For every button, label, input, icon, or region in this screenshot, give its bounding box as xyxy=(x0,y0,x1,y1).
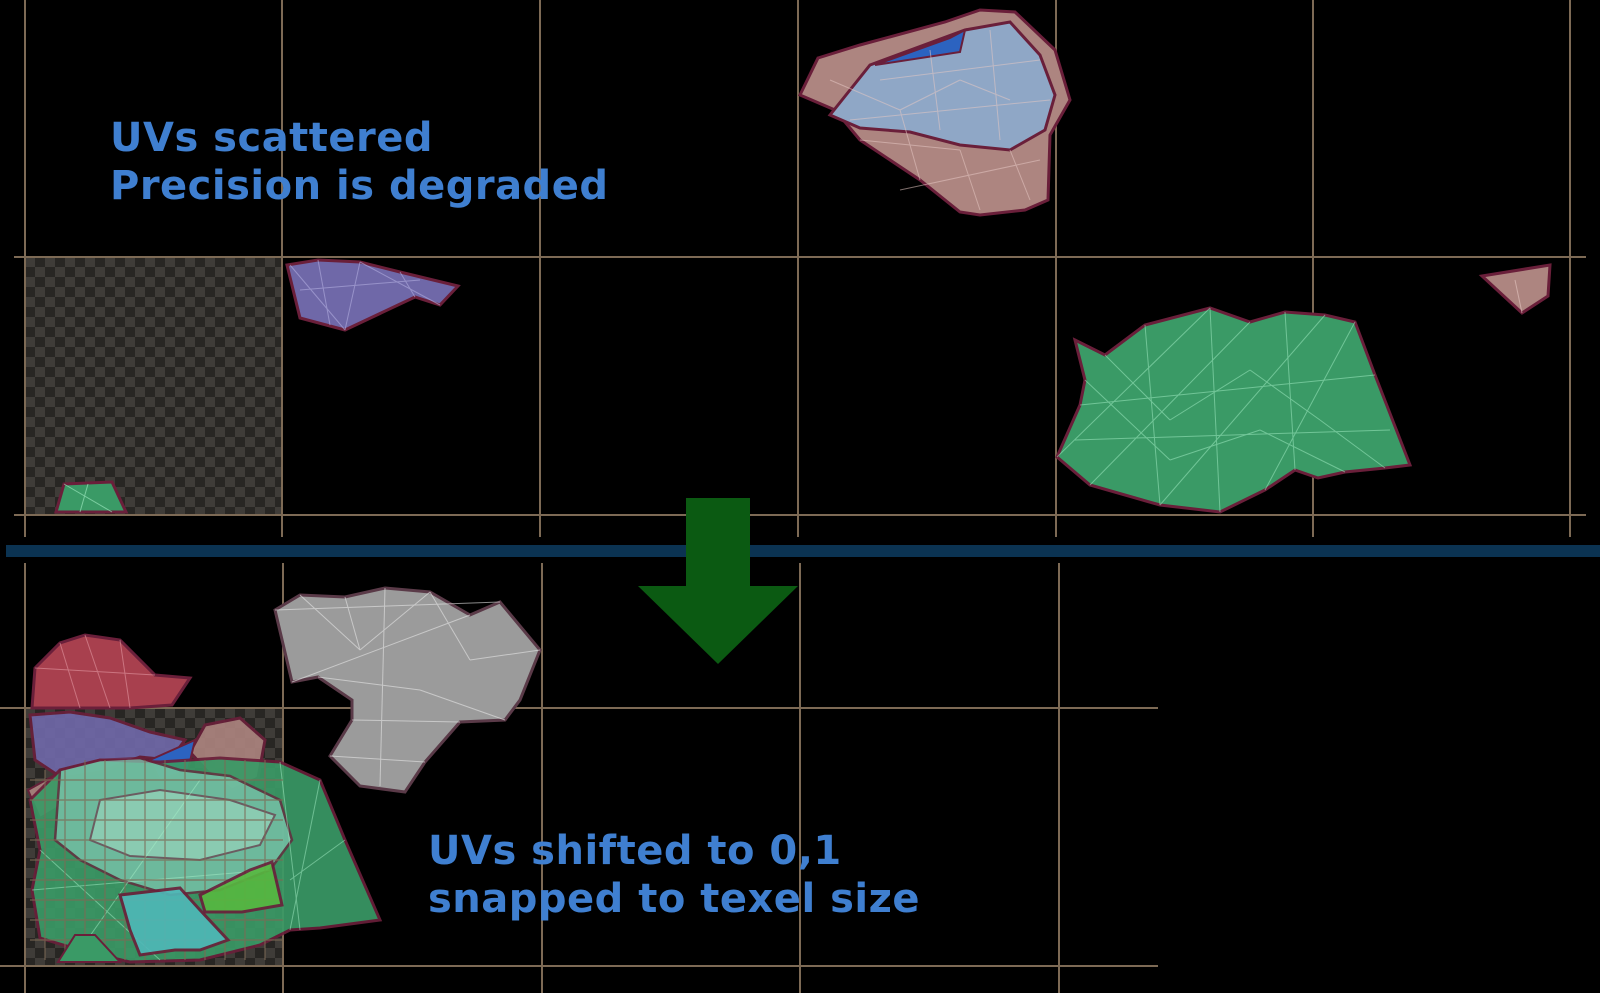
uv-shell-red xyxy=(30,633,193,710)
caption-before: UVs scattered Precision is degraded xyxy=(110,114,608,210)
caption-before-line-1: UVs scattered xyxy=(110,115,434,161)
uv-shell-teal xyxy=(56,886,231,963)
uv-shell-pink xyxy=(797,8,1072,217)
uv-grid-after xyxy=(0,563,1158,993)
down-arrow-icon xyxy=(638,498,798,664)
after-panel xyxy=(0,563,1158,993)
caption-after-line-2: snapped to texel size xyxy=(428,876,921,922)
panel-separator xyxy=(6,545,1600,557)
caption-after: UVs shifted to 0,1 snapped to texel size xyxy=(428,827,920,923)
caption-after-line-1: UVs shifted to 0,1 xyxy=(428,828,842,874)
caption-before-line-2: Precision is degraded xyxy=(110,163,609,209)
uv-shell-green-large xyxy=(1055,306,1413,514)
uv-shell-lime xyxy=(198,860,284,914)
before-panel xyxy=(14,0,1586,537)
checker-texture xyxy=(25,257,282,514)
uv-shell-pink-small xyxy=(1478,263,1552,315)
uv-shell-grey xyxy=(273,586,542,794)
uv-shell-purple xyxy=(285,258,461,332)
uv-shell-green-small xyxy=(54,480,129,514)
